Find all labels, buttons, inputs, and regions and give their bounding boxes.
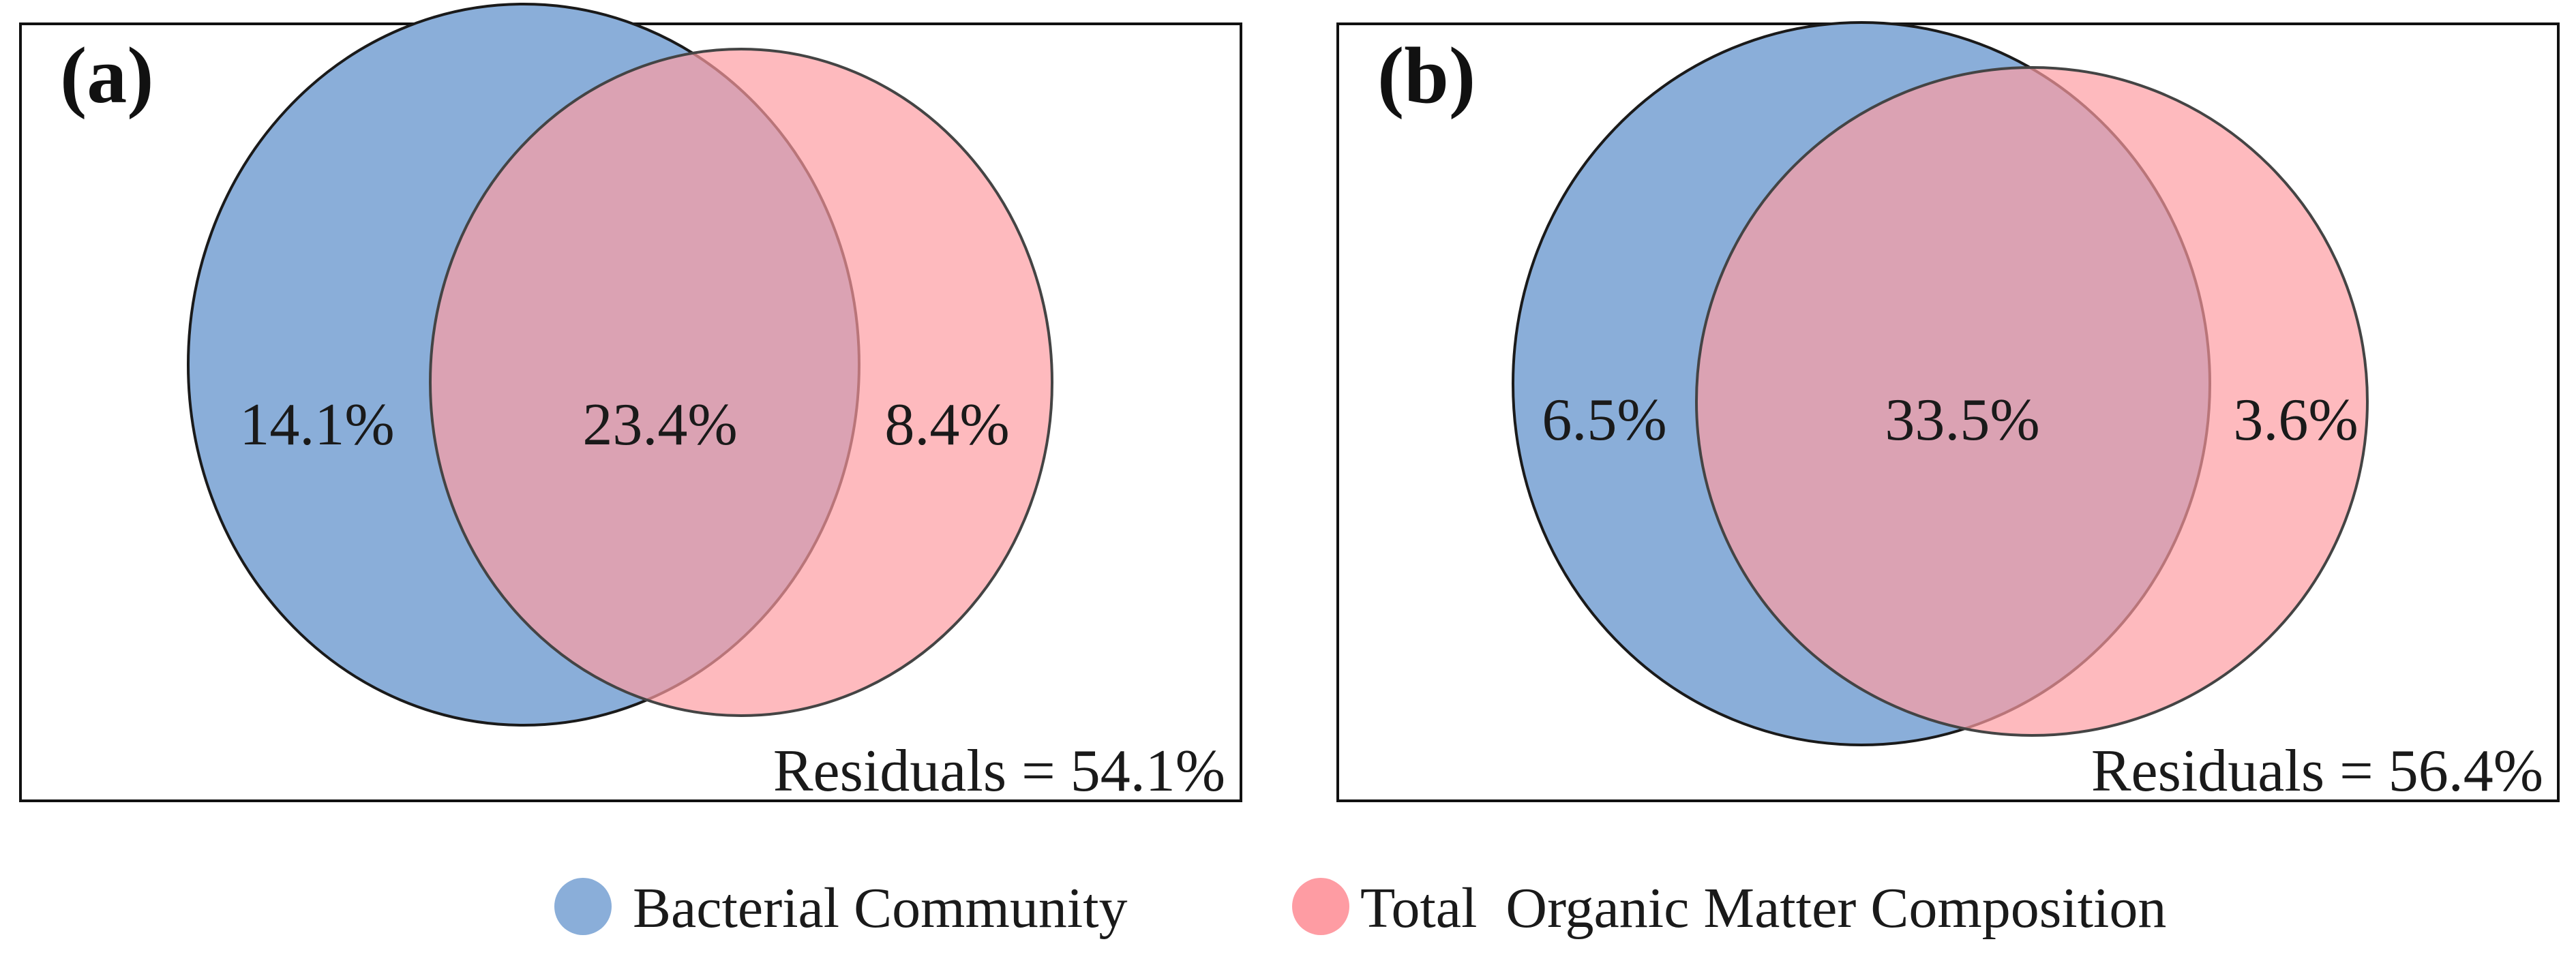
panel-b: (b) 6.5% 33.5% 3.6% Residuals = 56.4% — [1336, 21, 2560, 804]
panel-a-organic-only-value: 8.4% — [884, 392, 1009, 458]
panel-a-organic-circle — [429, 48, 1053, 717]
panel-b-label: (b) — [1377, 31, 1476, 120]
panel-a-shared-value: 23.4% — [582, 392, 737, 458]
panel-a-bacterial-only-value: 14.1% — [239, 392, 394, 458]
panel-a-residuals: Residuals = 54.1% — [773, 738, 1225, 804]
panel-b-organic-circle — [1695, 66, 2369, 737]
panel-b-organic-only-value: 3.6% — [2233, 387, 2358, 453]
legend: Bacterial Community Total Organic Matter… — [554, 876, 2166, 940]
legend-bacterial-label: Bacterial Community — [633, 876, 1128, 940]
panel-b-residuals: Residuals = 56.4% — [2091, 738, 2543, 804]
panel-b-shared-value: 33.5% — [1885, 387, 2039, 453]
panel-a: (a) 14.1% 23.4% 8.4% Residuals = 54.1% — [19, 3, 1242, 804]
legend-organic-swatch — [1292, 878, 1349, 935]
legend-bacterial-swatch — [554, 878, 612, 935]
panel-a-label: (a) — [60, 31, 154, 120]
panel-b-bacterial-only-value: 6.5% — [1542, 387, 1666, 453]
legend-organic-label: Total Organic Matter Composition — [1360, 876, 2166, 940]
